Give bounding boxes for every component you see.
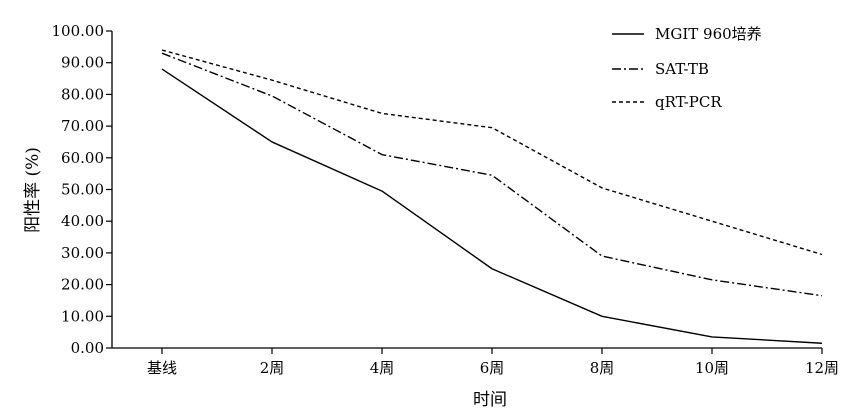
x-tick-label: 4周 bbox=[370, 359, 395, 377]
series-line-2 bbox=[161, 49, 823, 256]
y-tick-label: 100.00 bbox=[52, 22, 105, 40]
x-tick-label: 8周 bbox=[590, 359, 615, 377]
x-tick-label: 基线 bbox=[147, 359, 177, 377]
series-line-0 bbox=[161, 68, 823, 344]
y-tick-label: 60.00 bbox=[61, 149, 104, 167]
y-ticks: 0.00 10.00 20.00 30.00 40.00 50.00 60.00 70.00 8… bbox=[52, 22, 112, 357]
x-ticks: 基线 2周 4周 6周 8周 10周 12周 bbox=[147, 348, 839, 377]
y-tick-label: 70.00 bbox=[61, 117, 104, 135]
series-line-1 bbox=[161, 52, 823, 297]
legend-label-1: SAT-TB bbox=[655, 60, 709, 78]
y-tick-label: 30.00 bbox=[61, 244, 104, 262]
y-tick-label: 0.00 bbox=[71, 339, 104, 357]
series-lines bbox=[161, 49, 823, 344]
y-tick-label: 50.00 bbox=[61, 181, 104, 199]
legend-label-2: qRT-PCR bbox=[655, 93, 722, 111]
legend-label-0: MGIT 960培养 bbox=[655, 25, 762, 43]
y-tick-label: 20.00 bbox=[61, 276, 104, 294]
x-axis-title: 时间 bbox=[473, 390, 507, 410]
y-axis-title: 阳性率 (%) bbox=[23, 147, 43, 233]
x-tick-label: 12周 bbox=[805, 359, 839, 377]
y-tick-label: 90.00 bbox=[61, 54, 104, 72]
x-tick-label: 10周 bbox=[695, 359, 729, 377]
x-tick-label: 6周 bbox=[480, 359, 505, 377]
y-tick-label: 80.00 bbox=[61, 85, 104, 103]
legend: MGIT 960培养 SAT-TB qRT-PCR bbox=[612, 25, 762, 111]
y-tick-label: 10.00 bbox=[61, 307, 104, 325]
y-tick-label: 40.00 bbox=[61, 212, 104, 230]
plot-area: 0.00 10.00 20.00 30.00 40.00 50.00 60.00 70.00 8… bbox=[52, 22, 840, 377]
x-tick-label: 2周 bbox=[260, 359, 285, 377]
